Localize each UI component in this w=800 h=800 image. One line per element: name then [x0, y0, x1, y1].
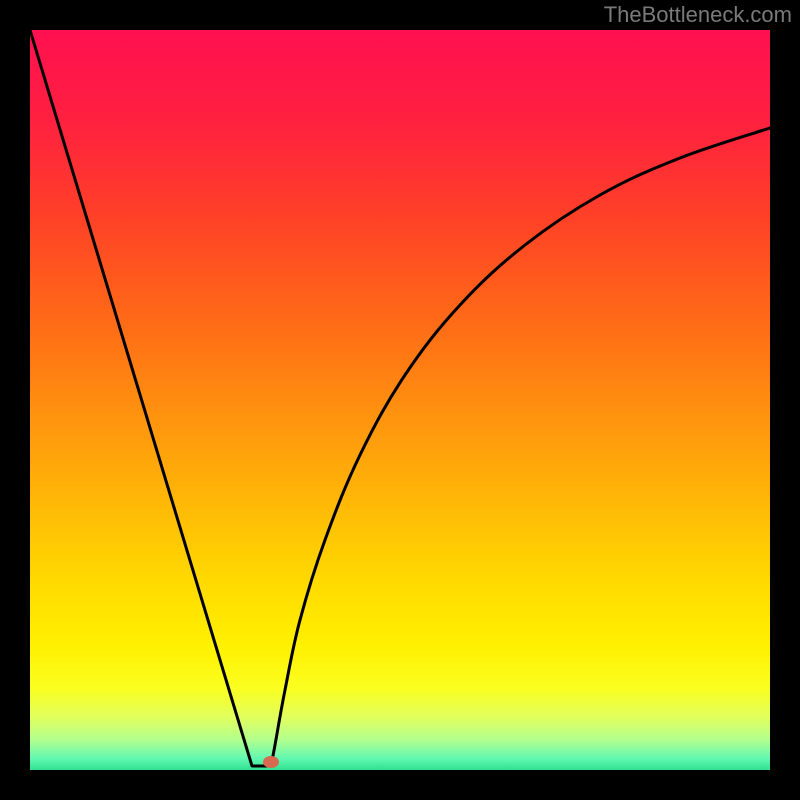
watermark-text: TheBottleneck.com [604, 2, 792, 28]
optimum-marker [263, 756, 279, 768]
bottleneck-chart [0, 0, 800, 800]
chart-container: { "watermark": { "text": "TheBottleneck.… [0, 0, 800, 800]
